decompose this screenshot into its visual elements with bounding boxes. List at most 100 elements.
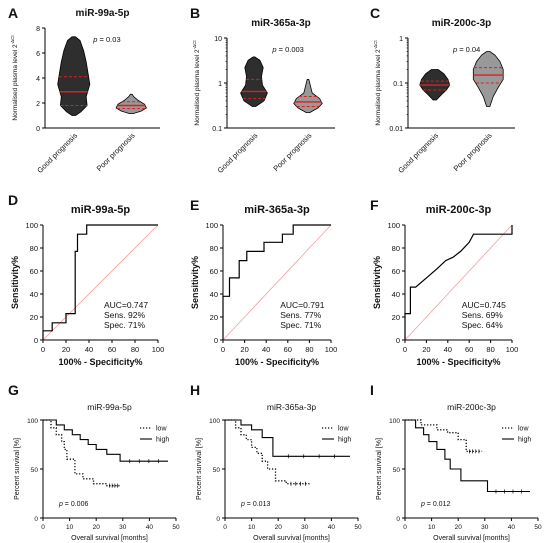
- stat-label: AUC=0.745: [462, 300, 506, 310]
- reference-diagonal: [222, 224, 332, 341]
- x-axis-label: 100% - Specificity%: [416, 357, 500, 367]
- category-label: Poor prognosis: [452, 131, 494, 173]
- x-tick-label: 80: [486, 345, 494, 354]
- stat-label: AUC=0.791: [280, 300, 324, 310]
- y-tick-label: 0.1: [212, 126, 222, 133]
- p-value: p = 0.006: [58, 501, 89, 508]
- x-axis-label: Overall survival [months]: [433, 535, 510, 542]
- x-tick-label: 60: [284, 345, 292, 354]
- chart-title: miR-365a-3p: [251, 18, 310, 29]
- y-tick-label: 60: [392, 267, 400, 276]
- panel-letter: F: [370, 197, 379, 213]
- violin-shape: [115, 93, 147, 114]
- panel-letter: C: [370, 5, 380, 21]
- survival-curve-low: [43, 419, 121, 487]
- p-value: p = 0.013: [240, 501, 271, 508]
- survival-curve-low: [225, 419, 311, 485]
- y-tick-label: 0: [396, 336, 400, 345]
- roc-curve: [42, 224, 158, 340]
- chart-title: miR-365a-3p: [244, 204, 310, 216]
- x-tick-label: 30: [301, 524, 309, 531]
- x-tick-label: 40: [328, 524, 336, 531]
- x-tick-label: 40: [85, 345, 93, 354]
- y-tick-label: 20: [30, 313, 38, 322]
- category-label: Poor prognosis: [95, 131, 137, 173]
- violin-shape: [57, 36, 91, 116]
- legend-label: high: [518, 437, 531, 444]
- violin-shape: [472, 51, 504, 107]
- x-tick-label: 100: [152, 345, 165, 354]
- y-tick-label: 1: [399, 36, 403, 43]
- x-tick-label: 40: [262, 345, 270, 354]
- y-tick-label: 60: [210, 267, 218, 276]
- y-tick-label: 50: [31, 467, 39, 474]
- chart-title: miR-200c-3p: [447, 402, 496, 412]
- y-tick-label: 0: [214, 336, 218, 345]
- y-tick-label: 8: [36, 26, 40, 33]
- y-tick-label: 40: [392, 290, 400, 299]
- y-axis-label: Normalised plasma level 2-ΔCt: [373, 40, 382, 126]
- survival-curve-high: [405, 419, 530, 493]
- violin-shape: [240, 56, 268, 107]
- legend-label: high: [338, 437, 351, 444]
- y-tick-label: 50: [393, 467, 401, 474]
- y-tick-label: 100: [387, 221, 400, 230]
- roc-curve: [222, 224, 331, 340]
- survival-curve-high: [43, 419, 168, 462]
- y-tick-label: 6: [36, 51, 40, 58]
- x-tick-label: 50: [354, 524, 362, 531]
- y-tick-label: 4: [36, 76, 40, 83]
- chart-title: miR-365a-3p: [267, 402, 316, 412]
- x-tick-label: 50: [534, 524, 542, 531]
- x-tick-label: 40: [444, 345, 452, 354]
- x-tick-label: 80: [131, 345, 139, 354]
- y-axis-label: Normalised plasma level 2-ΔCt: [10, 35, 19, 121]
- y-tick-label: 2: [36, 101, 40, 108]
- violin-shape: [293, 79, 323, 113]
- y-tick-label: 40: [210, 290, 218, 299]
- panel-letter: A: [8, 5, 18, 21]
- x-tick-label: 20: [93, 524, 101, 531]
- p-value: p = 0.003: [271, 45, 304, 54]
- y-tick-label: 10: [214, 36, 222, 43]
- legend-label: low: [156, 426, 167, 433]
- chart-title: miR-200c-3p: [426, 204, 492, 216]
- y-tick-label: 0: [396, 516, 400, 523]
- y-tick-label: 50: [213, 467, 221, 474]
- x-tick-label: 30: [481, 524, 489, 531]
- chart-title: miR-99a-5p: [76, 8, 130, 19]
- stat-label: Spec. 64%: [462, 320, 504, 330]
- x-tick-label: 20: [422, 345, 430, 354]
- p-value: p = 0.03: [92, 35, 120, 44]
- stat-label: Sens. 92%: [104, 310, 146, 320]
- y-tick-label: 80: [210, 244, 218, 253]
- y-tick-label: 20: [210, 313, 218, 322]
- y-axis-label: Percent survival [%]: [376, 438, 383, 500]
- category-label: Good prognosis: [216, 131, 260, 175]
- y-tick-label: 0.01: [389, 126, 403, 133]
- x-tick-label: 20: [240, 345, 248, 354]
- y-tick-label: 1: [218, 81, 222, 88]
- y-axis-label: Sensitivity%: [190, 256, 200, 309]
- stat-label: AUC=0.747: [104, 300, 148, 310]
- survival-curve-low: [405, 419, 483, 453]
- y-tick-label: 100: [205, 221, 218, 230]
- y-axis-label: Percent survival [%]: [196, 438, 203, 500]
- x-tick-label: 30: [119, 524, 127, 531]
- y-axis-label: Percent survival [%]: [14, 438, 21, 500]
- panel-letter: D: [8, 192, 18, 208]
- y-tick-label: 100: [209, 418, 220, 425]
- panel-letter: H: [190, 382, 200, 398]
- p-value: p = 0.012: [420, 501, 451, 508]
- category-label: Good prognosis: [35, 131, 79, 175]
- reference-diagonal: [42, 224, 159, 341]
- survival-curve-high: [225, 419, 350, 457]
